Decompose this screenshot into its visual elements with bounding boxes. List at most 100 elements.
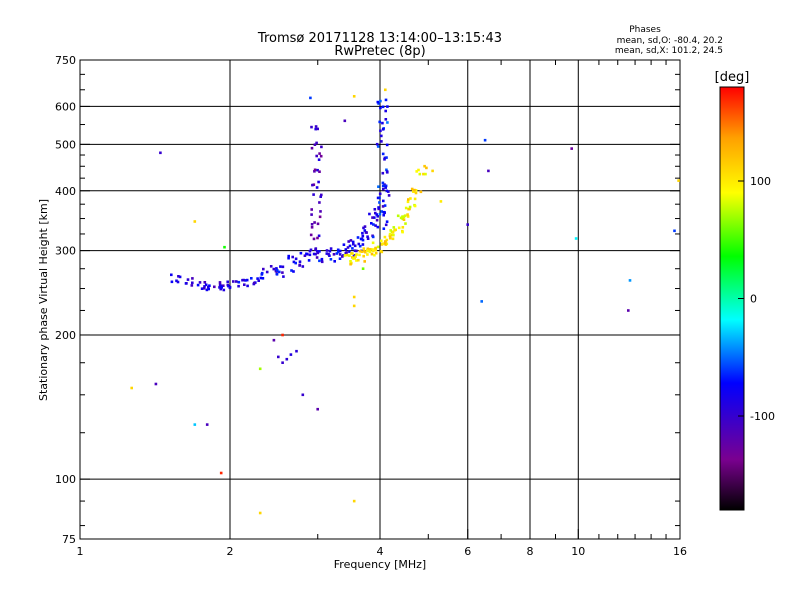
x-trace-point — [418, 172, 422, 176]
o-cusp-point — [380, 134, 383, 138]
o-cusp-point — [318, 170, 321, 173]
x-trace-point — [388, 232, 392, 236]
o-trace-point — [208, 284, 211, 287]
x-trace-point — [392, 226, 396, 229]
o-trace-point — [218, 281, 222, 284]
o-cusp-point — [381, 171, 385, 175]
x-trace-point — [391, 230, 395, 234]
scatter-point — [258, 367, 262, 371]
o-trace-point — [348, 244, 352, 248]
x-trace-point — [399, 216, 403, 220]
o-trace-point — [378, 192, 382, 196]
o-cusp-point — [375, 142, 379, 146]
scatter-point — [258, 511, 262, 515]
x-trace-point — [423, 164, 426, 168]
x-trace-point — [366, 253, 369, 256]
o-trace-point — [385, 189, 389, 193]
o-cusp-point — [318, 152, 321, 155]
o-trace-point — [228, 286, 232, 290]
o-trace-point — [219, 287, 222, 291]
chart-subtitle: RwPretec (8p) — [334, 44, 425, 59]
y-tick-label: 500 — [55, 138, 76, 151]
o-cusp-point — [310, 213, 313, 216]
x-trace-point — [424, 172, 427, 176]
colorbar-gradient — [719, 86, 745, 511]
o-trace-point — [365, 231, 368, 234]
x-trace-point — [389, 229, 392, 232]
o-trace-point — [347, 240, 350, 243]
o-trace-point — [344, 248, 348, 251]
o-trace-point — [290, 269, 293, 272]
x-trace-point — [413, 188, 416, 192]
o-cusp-point — [314, 127, 317, 131]
scatter-point — [677, 179, 680, 182]
x-trace-point — [349, 262, 352, 266]
o-trace-point — [338, 253, 342, 256]
scatter-point — [431, 169, 434, 173]
o-trace-point — [207, 285, 210, 289]
o-trace-point — [328, 254, 331, 257]
o-trace-point — [377, 206, 380, 209]
x-trace-point — [355, 253, 358, 256]
x-trace-point — [408, 207, 411, 211]
o-trace-point — [320, 257, 324, 261]
o-trace-point — [291, 255, 294, 259]
o-trace-point — [265, 270, 269, 274]
o-cusp-point — [384, 118, 388, 121]
x-trace-point — [401, 226, 405, 229]
x-trace-point — [381, 242, 384, 245]
o-cusp-point — [312, 237, 316, 241]
scatter-point — [487, 169, 490, 173]
x-trace-point — [401, 215, 404, 218]
o-trace-point — [352, 254, 356, 257]
o-trace-point — [357, 242, 361, 246]
y-tick-label: 750 — [55, 54, 76, 67]
o-trace-point — [353, 244, 357, 248]
scatter-point — [352, 295, 356, 299]
x-trace-point — [419, 190, 423, 194]
o-trace-point — [337, 250, 340, 254]
o-trace-point — [186, 278, 190, 281]
scatter-point — [352, 499, 356, 503]
o-trace-point — [237, 284, 240, 288]
x-trace-point — [373, 253, 376, 257]
o-cusp-point — [376, 145, 380, 148]
o-cusp-point — [378, 212, 382, 216]
x-trace-point — [353, 256, 357, 260]
o-trace-point — [275, 273, 279, 276]
colorbar-tick-label: 0 — [750, 293, 757, 306]
x-trace-point — [376, 245, 380, 249]
o-cusp-point — [320, 145, 323, 149]
x-tick-label: 1 — [77, 545, 84, 558]
scatter-point — [574, 237, 578, 240]
o-cusp-point — [318, 215, 322, 219]
o-trace-point — [253, 281, 256, 285]
x-trace-point — [369, 248, 372, 251]
o-trace-point — [191, 277, 194, 280]
scatter-point — [159, 151, 162, 155]
x-trace-point — [391, 237, 395, 241]
o-trace-point — [175, 279, 178, 283]
o-cusp-point — [384, 98, 388, 102]
o-trace-point — [362, 226, 365, 230]
o-trace-point — [359, 237, 363, 241]
x-trace-point — [349, 260, 352, 263]
o-trace-point — [328, 249, 332, 253]
scatter-point — [439, 200, 443, 203]
o-trace-point — [374, 224, 377, 227]
colorbar-tick-label: 100 — [750, 175, 771, 188]
o-cusp-point — [316, 168, 319, 172]
scatter-point — [281, 361, 284, 364]
o-trace-point — [361, 231, 364, 235]
o-trace-point — [308, 253, 312, 257]
o-trace-point — [256, 277, 259, 280]
o-cusp-point — [310, 125, 313, 129]
data-points — [130, 88, 680, 515]
o-trace-point — [260, 271, 264, 275]
o-trace-point — [373, 216, 376, 219]
x-trace-point — [406, 213, 409, 216]
axis-tick-labels: 1 2 4 6 8 10 16 75 100 200 300 400 500 600 750 — [55, 54, 687, 558]
x-trace-point — [402, 218, 406, 221]
x-trace-point — [363, 250, 366, 253]
o-trace-point — [338, 249, 342, 253]
